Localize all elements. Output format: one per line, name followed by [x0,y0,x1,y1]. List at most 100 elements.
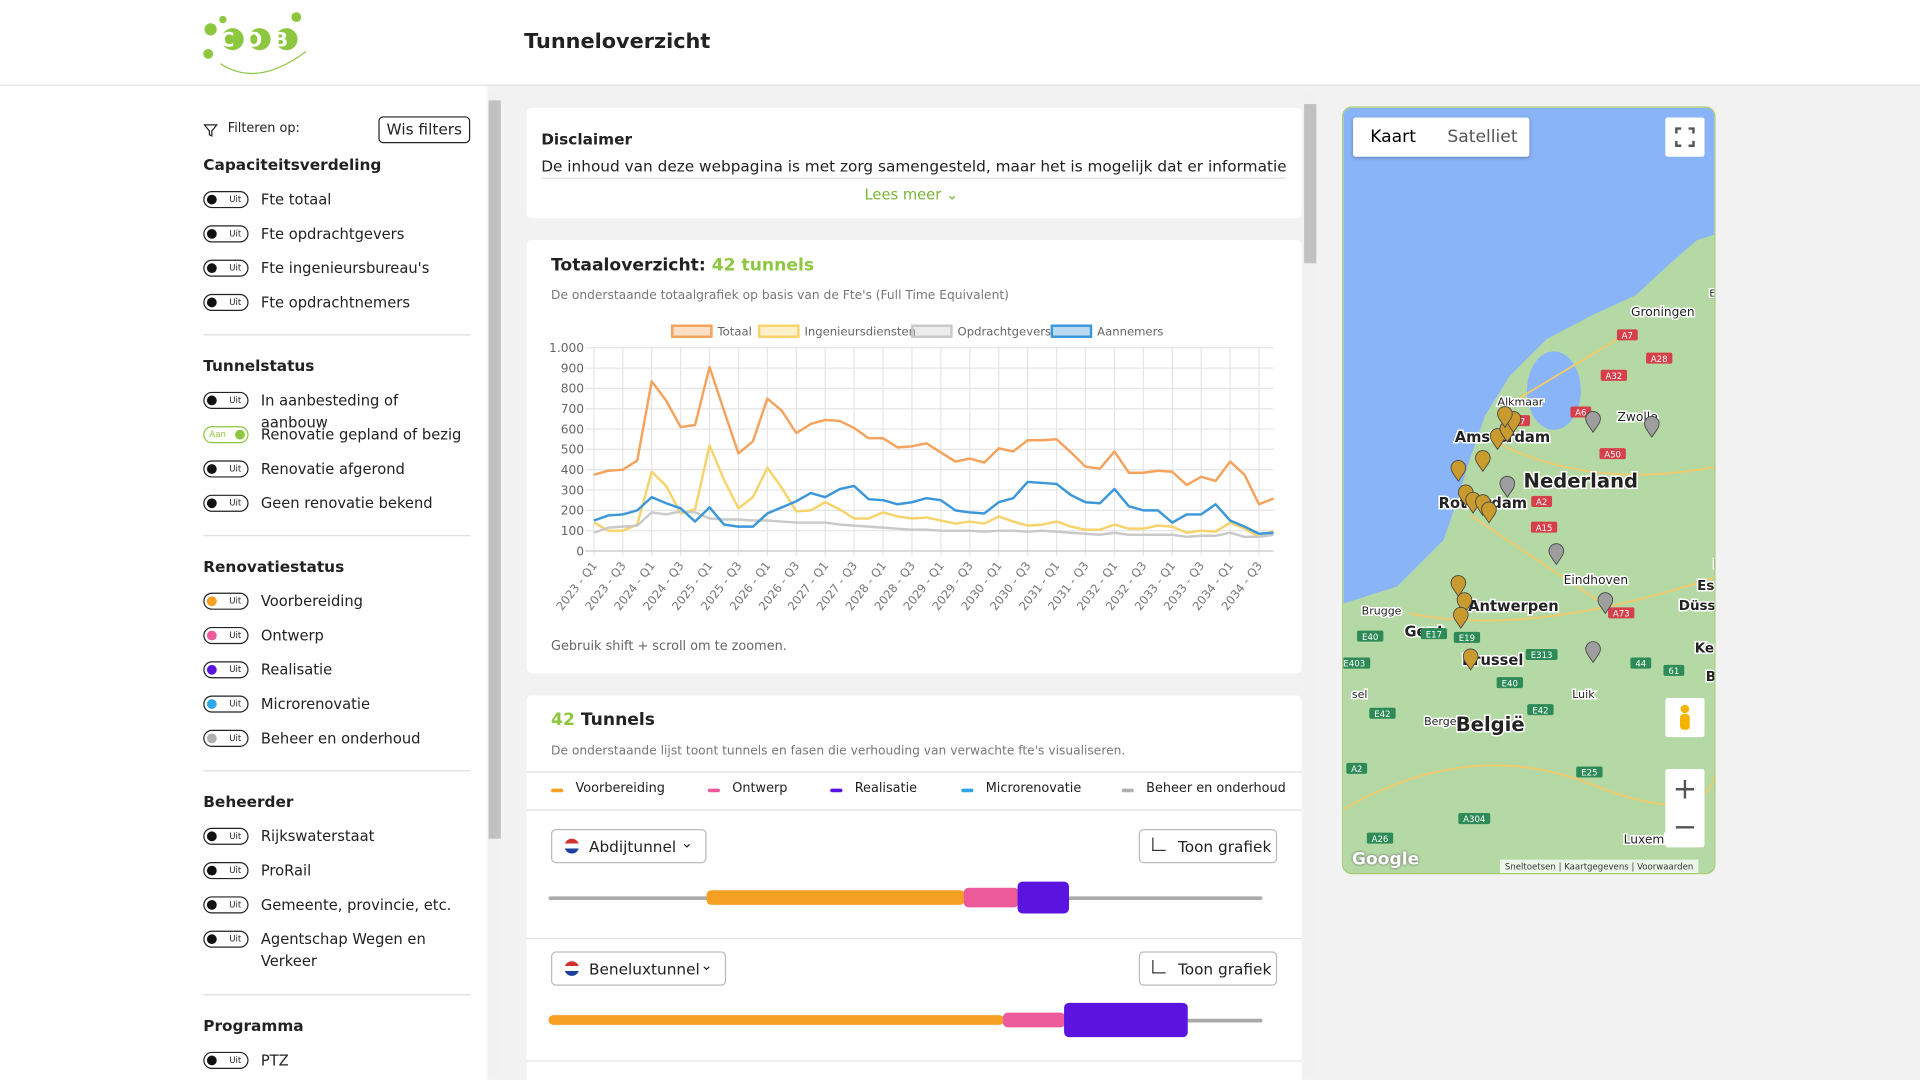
place-label: Groningen [1631,305,1695,319]
chart-icon [1152,837,1166,852]
legend-label: Ingenieursdiensten [804,325,916,339]
map-marker[interactable] [1585,411,1601,434]
series-line [593,510,1274,539]
toggle[interactable]: Uit [203,930,249,948]
toggle[interactable]: Aan [203,426,249,444]
section-title: Tunnelstatus [203,356,315,375]
page-title: Tunneloverzicht [524,29,711,54]
map-marker[interactable] [1499,475,1516,498]
scroll-thumb[interactable] [488,100,501,839]
zoom-in[interactable]: + [1672,771,1698,806]
read-more[interactable]: Lees meer ⌄ [864,186,959,204]
road-shield [1599,448,1626,460]
filter-label: Ontwerp [260,626,324,645]
toggle[interactable]: Uit [203,225,249,243]
toggle[interactable]: Uit [203,191,249,209]
road-label: E19 [1459,634,1475,644]
map-tab[interactable]: Kaart [1370,127,1416,147]
map-marker[interactable] [1450,460,1467,482]
map-marker[interactable] [1453,606,1469,629]
map-marker[interactable] [1481,501,1497,524]
toggle-dot [206,263,217,274]
place-label: sel [1352,688,1368,701]
legend-label: Totaal [717,325,752,339]
map[interactable]: GroningenAlkmaarZwolleAmsterdamNederland… [1342,106,1716,875]
toggle-state: Uit [229,831,242,842]
street-view[interactable] [1665,697,1705,738]
road-shield [1608,607,1635,619]
disclaimer-text: De inhoud van deze webpagina is met zorg… [541,157,1286,179]
place-label: Bergen [1424,715,1463,728]
toggle-dot [206,934,217,945]
map-marker[interactable] [1462,648,1479,671]
toggle-dot [206,831,217,842]
map-marker[interactable] [1489,428,1506,451]
toggle-dot [206,228,217,239]
chart-icon [1152,960,1166,974]
y-tick-label: 800 [561,382,584,396]
map-marker[interactable] [1456,592,1473,615]
toggle[interactable]: Uit [203,661,249,679]
show-chart-button[interactable]: Toon grafiek [1138,951,1278,986]
toggle[interactable]: Uit [203,695,249,713]
tunnel-dropdown[interactable]: Abdijtunnel ⌄ [551,828,707,864]
road-shield [1576,766,1603,778]
legend-dash [830,788,843,793]
toggle[interactable]: Uit [203,293,249,312]
toggle-state: Uit [229,263,242,274]
map-marker[interactable] [1475,450,1491,473]
toggle-state: Uit [229,630,242,641]
toggle-dot [206,297,217,308]
tunnel-dropdown[interactable]: Beneluxtunnel ⌄ [551,951,727,986]
map-marker[interactable] [1644,415,1660,438]
toggle[interactable]: Uit [203,259,249,277]
toggle-state: Aan [209,429,226,440]
toggle[interactable]: Uit [203,460,249,478]
map-canvas[interactable]: GroningenAlkmaarZwolleAmsterdamNederland… [1343,107,1715,875]
attribution-link[interactable]: Sneltoetsen [1504,862,1556,872]
map-marker[interactable] [1585,641,1601,664]
toggle[interactable]: Uit [203,827,249,845]
road-shield [1458,813,1491,825]
toggle[interactable]: Uit [203,494,249,512]
toggle[interactable]: Uit [203,626,249,645]
map-tab[interactable]: Satelliet [1447,127,1518,147]
map-marker[interactable] [1450,575,1467,598]
filter-label: Fte opdrachtnemers [260,293,410,312]
map-marker[interactable] [1497,406,1513,429]
toggle[interactable]: Uit [203,896,249,914]
road-shield [1346,762,1368,774]
toggle[interactable]: Uit [203,592,249,610]
attribution-link[interactable]: Kaartgegevens [1564,862,1629,872]
legend-dash [707,788,721,793]
zoom-out[interactable]: − [1672,809,1698,844]
button-label: Toon grafiek [1177,837,1272,856]
toggle-dot [206,464,217,474]
map-marker[interactable] [1548,543,1565,566]
toggle[interactable]: Uit [203,729,249,747]
read-more-text[interactable]: Lees meer [864,186,942,204]
chevron: ⌄ [700,956,713,974]
road-shield [1600,369,1628,381]
scroll-thumb[interactable] [1304,104,1317,264]
toggle[interactable]: Uit [203,1051,249,1069]
flag [564,838,580,854]
road-label: A6 [1575,409,1586,419]
tunnels-count: 42 [551,710,575,730]
sidebar: Filteren op: Wis filters Capaciteitsverd… [0,85,488,1080]
toggle[interactable]: Uit [203,862,249,880]
y-tick-label: 700 [561,402,584,416]
attribution-link[interactable]: Voorwaarden [1637,862,1694,872]
map-marker[interactable] [1597,592,1614,615]
clear-filters-button[interactable]: Wis filters [378,116,471,144]
tunnels-heading: 42 Tunnels [551,710,655,730]
toggle[interactable]: Uit [203,391,249,409]
divider [526,937,1302,940]
fullscreen-button[interactable] [1665,117,1705,157]
show-chart-button[interactable]: Toon grafiek [1138,828,1278,864]
phase-bar [1064,1002,1188,1038]
road-label: A26 [1372,835,1389,845]
